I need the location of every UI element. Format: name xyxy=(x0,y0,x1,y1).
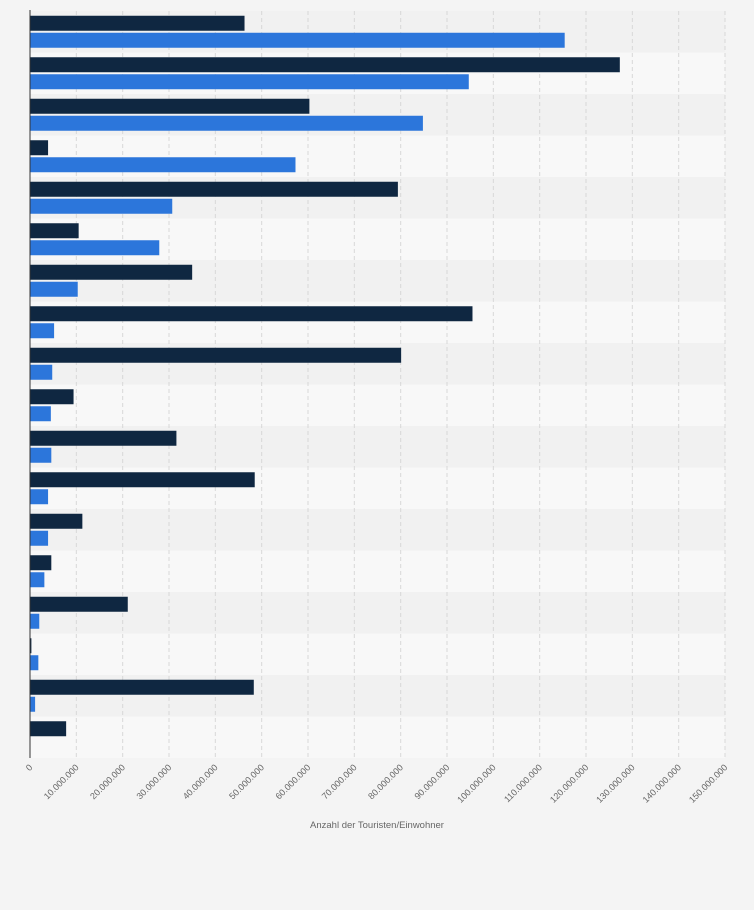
bar-series-dark[interactable] xyxy=(30,638,32,654)
bar-series-blue[interactable] xyxy=(30,157,296,173)
bar-series-blue[interactable] xyxy=(30,447,52,463)
row-band xyxy=(30,592,725,634)
bar-series-dark[interactable] xyxy=(30,347,402,363)
bar-series-blue[interactable] xyxy=(30,572,45,588)
bar-series-dark[interactable] xyxy=(30,596,128,612)
bar-series-blue[interactable] xyxy=(30,281,78,297)
bar-series-blue[interactable] xyxy=(30,489,49,505)
bar-series-blue[interactable] xyxy=(30,240,160,256)
bar-series-blue[interactable] xyxy=(30,323,55,339)
bar-series-dark[interactable] xyxy=(30,57,620,73)
row-band xyxy=(30,550,725,592)
x-tick-label: 50.000.000 xyxy=(227,762,266,801)
x-axis-title: Anzahl der Touristen/Einwohner xyxy=(310,820,444,831)
gridlines xyxy=(75,11,726,758)
bar-series-dark[interactable] xyxy=(30,389,74,405)
bar-series-dark[interactable] xyxy=(30,472,255,488)
bar-series-dark[interactable] xyxy=(30,721,67,737)
x-tick-label: 90.000.000 xyxy=(412,762,451,801)
x-tick-label: 120.000.000 xyxy=(548,762,590,804)
bar-series-dark[interactable] xyxy=(30,306,473,322)
bar-series-blue[interactable] xyxy=(30,364,53,380)
x-tick-label: 110.000.000 xyxy=(502,762,544,804)
bar-series-dark[interactable] xyxy=(30,555,52,571)
bar-series-blue[interactable] xyxy=(30,32,565,48)
x-tick-label: 40.000.000 xyxy=(181,762,220,801)
bar-series-blue[interactable] xyxy=(30,655,39,671)
x-tick-label: 30.000.000 xyxy=(134,762,173,801)
bar-series-dark[interactable] xyxy=(30,98,310,114)
x-tick-label: 150.000.000 xyxy=(687,762,729,804)
bar-series-dark[interactable] xyxy=(30,430,177,446)
x-tick-label: 70.000.000 xyxy=(320,762,359,801)
bar-series-blue[interactable] xyxy=(30,198,173,214)
bar-series-blue[interactable] xyxy=(30,406,51,422)
row-band xyxy=(30,384,725,426)
x-tick-label: 20.000.000 xyxy=(88,762,127,801)
bar-series-dark[interactable] xyxy=(30,223,79,239)
bar-series-dark[interactable] xyxy=(30,140,49,156)
x-tick-label: 130.000.000 xyxy=(594,762,636,804)
bar-series-blue[interactable] xyxy=(30,115,423,131)
x-tick-labels: 0 10.000.000 20.000.000 30.000.000 40.000.00… xyxy=(24,762,730,804)
bars xyxy=(30,15,620,737)
x-tick-label: 60.000.000 xyxy=(273,762,312,801)
bar-series-blue[interactable] xyxy=(30,74,469,90)
bar-series-blue[interactable] xyxy=(30,530,49,546)
row-band xyxy=(30,509,725,551)
x-tick-label: 80.000.000 xyxy=(366,762,405,801)
bar-series-dark[interactable] xyxy=(30,181,398,197)
bar-series-dark[interactable] xyxy=(30,15,245,31)
bar-series-dark[interactable] xyxy=(30,513,83,529)
bar-series-blue[interactable] xyxy=(30,696,36,712)
row-band xyxy=(30,716,725,758)
x-tick-label: 100.000.000 xyxy=(455,762,497,804)
x-tick-label: 0 xyxy=(24,762,35,773)
bar-series-dark[interactable] xyxy=(30,679,254,695)
row-band xyxy=(30,633,725,675)
x-tick-label: 140.000.000 xyxy=(641,762,683,804)
x-tick-label: 10.000.000 xyxy=(42,762,81,801)
bar-series-blue[interactable] xyxy=(30,613,40,629)
bar-series-dark[interactable] xyxy=(30,264,193,280)
